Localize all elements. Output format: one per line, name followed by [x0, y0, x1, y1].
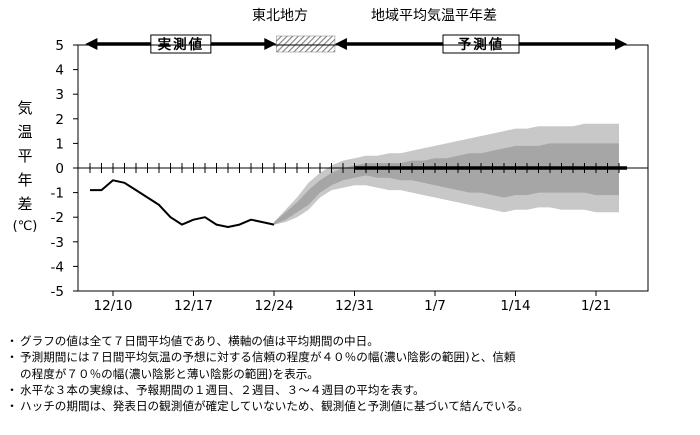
plot-frame	[77, 44, 649, 292]
y-tick-label: -3	[51, 235, 64, 251]
y-title-char: 年	[17, 171, 32, 189]
y-tick-label: -5	[51, 284, 64, 300]
temperature-anomaly-chart: 東北地方 地域平均気温平年差 実測値 予測値 気温平年差 (℃) 5 4 3 2 1 0 -1 -…	[13, 8, 649, 314]
note-bullet: ・	[6, 382, 19, 397]
y-title-char: (℃)	[13, 219, 38, 234]
note-text: 予測期間には７日間平均気温の予想に対する信頼の程度が４０％の幅(濃い陰影の範囲)…	[20, 350, 516, 365]
notes-list: ・グラフの値は全て７日間平均値であり、横軸の値は平均期間の中日。・予測期間には７…	[6, 333, 696, 414]
y-tick-label: -1	[51, 186, 64, 202]
y-tick-label: -2	[51, 210, 64, 226]
note-bullet: ・	[6, 399, 19, 414]
y-axis-title: 気温平年差 (℃)	[13, 99, 38, 234]
y-title-char: 気	[17, 99, 32, 117]
note-text: グラフの値は全て７日間平均値であり、横軸の値は平均期間の中日。	[20, 334, 379, 348]
x-axis: 12/10 12/17 12/24 12/31 1/7 1/14 1/21	[94, 291, 611, 314]
y-title-char: 差	[17, 195, 32, 213]
forecast-arrow-right-icon	[615, 38, 628, 50]
y-tick-label: 2	[55, 112, 64, 128]
x-tick-label: 1/21	[581, 298, 611, 314]
x-tick-label: 1/14	[500, 298, 530, 314]
note-item: ・ハッチの期間は、発表日の観測値が確定していないため、観測値と予測値に基づいて結…	[6, 398, 696, 414]
note-text: 水平な３本の実線は、予報期間の１週目、２週目、３〜４週目の平均を表す。	[20, 382, 425, 397]
note-bullet: ・	[6, 350, 19, 365]
forecast-bands	[274, 123, 619, 225]
forecast-arrow-left-icon	[334, 38, 347, 50]
x-tick-label: 12/17	[174, 298, 213, 314]
observed-line	[90, 179, 275, 228]
note-text: の程度が７０％の幅(濃い陰影と薄い陰影の範囲)を表示。	[20, 366, 319, 381]
hatch-period-box	[276, 35, 336, 53]
y-tick-label: 3	[55, 87, 64, 103]
x-tick-label: 12/31	[335, 298, 374, 314]
observed-arrow-left-icon	[85, 38, 98, 50]
inner-band-40pct	[274, 143, 619, 225]
x-tick-label: 12/24	[255, 298, 294, 314]
forecast-label-box	[442, 34, 520, 54]
y-title-char: 温	[17, 123, 32, 141]
chart-title-metric: 地域平均気温平年差	[371, 8, 497, 24]
y-tick-label: 1	[55, 136, 64, 152]
note-item: ・予測期間には７日間平均気温の予想に対する信頼の程度が４０％の幅(濃い陰影の範囲…	[6, 349, 696, 382]
y-tick-label: -4	[51, 259, 64, 275]
observed-series	[90, 179, 275, 228]
y-tick-label: 5	[55, 38, 64, 54]
note-text: ハッチの期間は、発表日の観測値が確定していないため、観測値と予測値に基づいて結ん…	[20, 399, 529, 414]
y-tick-label: 0	[55, 161, 64, 177]
y-tick-label: 4	[55, 63, 64, 79]
y-axis: 5 4 3 2 1 0 -1 -2 -3 -4 -5	[51, 38, 78, 300]
note-bullet: ・	[6, 334, 19, 348]
x-tick-label: 1/7	[424, 298, 446, 314]
note-item: ・水平な３本の実線は、予報期間の１週目、２週目、３〜４週目の平均を表す。	[6, 382, 696, 398]
chart-title-region: 東北地方	[252, 8, 308, 24]
x-tick-label: 12/10	[94, 298, 133, 314]
observed-arrow-right-icon	[264, 38, 277, 50]
note-item: ・グラフの値は全て７日間平均値であり、横軸の値は平均期間の中日。	[6, 333, 696, 349]
observed-label-box	[150, 34, 212, 54]
y-title-char: 平	[17, 147, 32, 165]
period-indicator-bar: 実測値 予測値	[85, 34, 628, 54]
